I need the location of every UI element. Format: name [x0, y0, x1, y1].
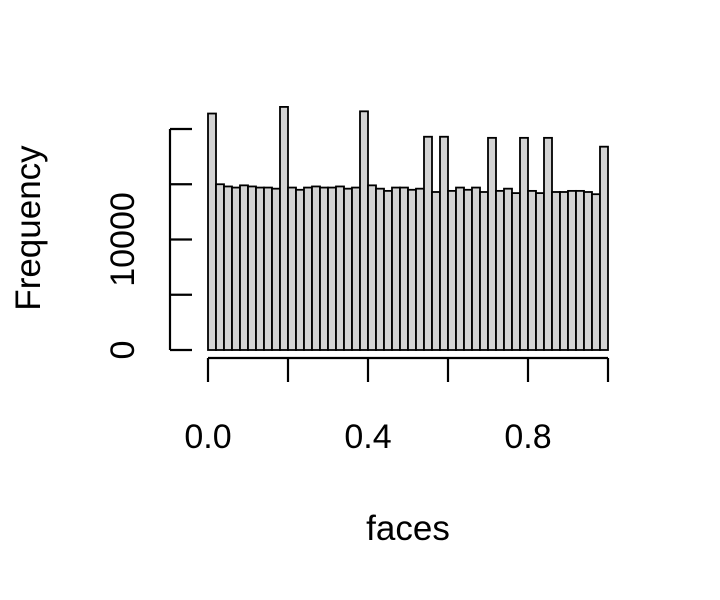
- histogram-bar: [463, 188, 473, 351]
- y-axis-ticks: 0 10000: [104, 127, 192, 360]
- histogram-bar: [327, 186, 337, 351]
- y-axis-tick-label: 0: [104, 341, 142, 360]
- histogram-bar: [519, 136, 529, 351]
- histogram-bar: [503, 187, 513, 351]
- histogram-bar: [375, 187, 385, 351]
- histogram-bar: [343, 187, 353, 351]
- histogram-bar: [495, 189, 505, 351]
- histogram-bar: [311, 185, 321, 351]
- histogram-bar: [559, 191, 569, 351]
- x-axis-title: faces: [366, 509, 450, 548]
- histogram-bar: [407, 188, 417, 351]
- histogram-bar: [439, 135, 449, 351]
- histogram-bar: [471, 186, 481, 351]
- histogram-bar: [255, 186, 265, 351]
- histogram-bar: [455, 186, 465, 351]
- histogram-bar: [575, 189, 585, 351]
- histogram-bar: [487, 136, 497, 351]
- histogram-bars: [207, 106, 609, 351]
- y-axis-tick-label: 10000: [104, 192, 142, 287]
- histogram-bar: [535, 192, 545, 351]
- histogram-bar: [543, 136, 553, 351]
- histogram-bar: [399, 186, 409, 351]
- histogram-bar: [335, 185, 345, 351]
- histogram-bar: [215, 183, 225, 351]
- histogram-bar: [287, 186, 297, 351]
- x-axis-tick-label: 0.0: [184, 418, 231, 456]
- histogram-bar: [223, 185, 233, 351]
- histogram-bar: [391, 186, 401, 351]
- histogram-bar: [383, 189, 393, 351]
- histogram-bar: [271, 187, 281, 351]
- histogram-bar: [423, 135, 433, 351]
- histogram-bar: [319, 186, 329, 351]
- histogram-bar: [511, 192, 521, 351]
- histogram-bar: [431, 191, 441, 351]
- histogram-bar: [583, 191, 593, 351]
- histogram-bar: [303, 186, 313, 351]
- histogram-bar: [415, 187, 425, 351]
- histogram-bar: [591, 193, 601, 351]
- histogram-bar: [367, 184, 377, 351]
- histogram-bar: [247, 185, 257, 351]
- histogram-bar: [527, 189, 537, 351]
- histogram-bar: [279, 106, 289, 351]
- x-axis-tick-label: 0.8: [504, 418, 551, 456]
- histogram-bar: [207, 112, 217, 351]
- x-axis-ticks: 0.0 0.4 0.8: [184, 358, 610, 456]
- histogram-bar: [599, 145, 609, 351]
- histogram-bar: [239, 184, 249, 351]
- histogram-bar: [295, 188, 305, 351]
- histogram-bar: [351, 186, 361, 351]
- histogram-bar: [359, 110, 369, 351]
- x-axis-tick-label: 0.4: [344, 418, 391, 456]
- y-axis-title: Frequency: [9, 145, 48, 311]
- histogram-bar: [551, 191, 561, 351]
- histogram-bar: [231, 186, 241, 351]
- histogram-bar: [263, 186, 273, 351]
- histogram-bar: [567, 189, 577, 351]
- histogram-bar: [479, 191, 489, 351]
- histogram-bar: [447, 189, 457, 351]
